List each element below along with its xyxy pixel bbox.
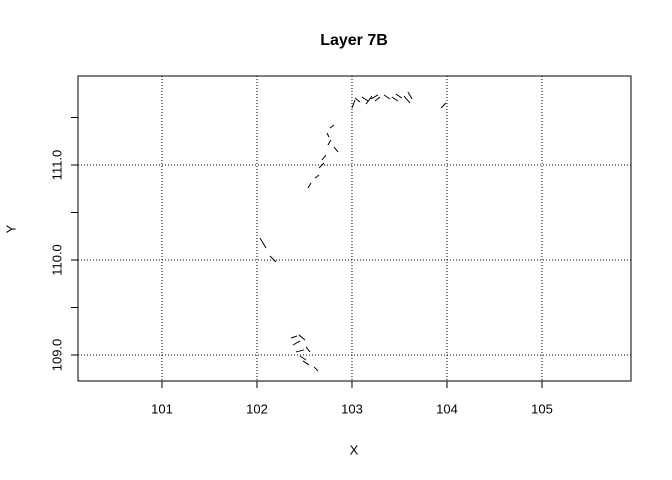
segment bbox=[327, 139, 332, 146]
y-tick-label: 111.0 bbox=[49, 150, 64, 181]
segment bbox=[318, 162, 325, 169]
x-tick-label: 103 bbox=[341, 401, 363, 416]
segment bbox=[313, 366, 319, 372]
segment bbox=[395, 93, 403, 99]
segment bbox=[292, 340, 301, 346]
segment bbox=[374, 96, 381, 102]
segment bbox=[321, 154, 327, 161]
segment bbox=[305, 346, 311, 353]
segment bbox=[290, 335, 298, 339]
segment bbox=[391, 96, 399, 102]
chart-title: Layer 7B bbox=[320, 32, 388, 49]
segment bbox=[333, 146, 339, 153]
segment bbox=[370, 94, 379, 100]
x-tick-label: 104 bbox=[436, 401, 458, 416]
segment bbox=[403, 95, 411, 104]
segment bbox=[302, 360, 310, 366]
segment bbox=[299, 355, 307, 361]
x-tick-label: 105 bbox=[531, 401, 553, 416]
segment bbox=[298, 334, 306, 341]
y-axis-label: Y bbox=[3, 224, 18, 233]
x-tick-label: 102 bbox=[246, 401, 268, 416]
segment bbox=[407, 91, 413, 100]
x-tick-label: 101 bbox=[151, 401, 173, 416]
plot-frame bbox=[77, 75, 632, 382]
segment bbox=[314, 174, 320, 179]
segment bbox=[295, 349, 305, 353]
segment bbox=[326, 132, 330, 138]
segment bbox=[307, 182, 312, 189]
y-tick-label: 109.0 bbox=[49, 339, 64, 372]
y-tick-label: 110.0 bbox=[49, 244, 64, 276]
x-axis-label: X bbox=[350, 442, 359, 457]
segment bbox=[329, 124, 335, 129]
segment bbox=[259, 237, 267, 249]
segment bbox=[354, 97, 361, 103]
segment bbox=[440, 102, 447, 109]
segment bbox=[365, 95, 373, 105]
segment bbox=[269, 255, 277, 263]
segment bbox=[361, 96, 369, 102]
segment bbox=[383, 94, 391, 100]
segment bbox=[351, 99, 356, 109]
